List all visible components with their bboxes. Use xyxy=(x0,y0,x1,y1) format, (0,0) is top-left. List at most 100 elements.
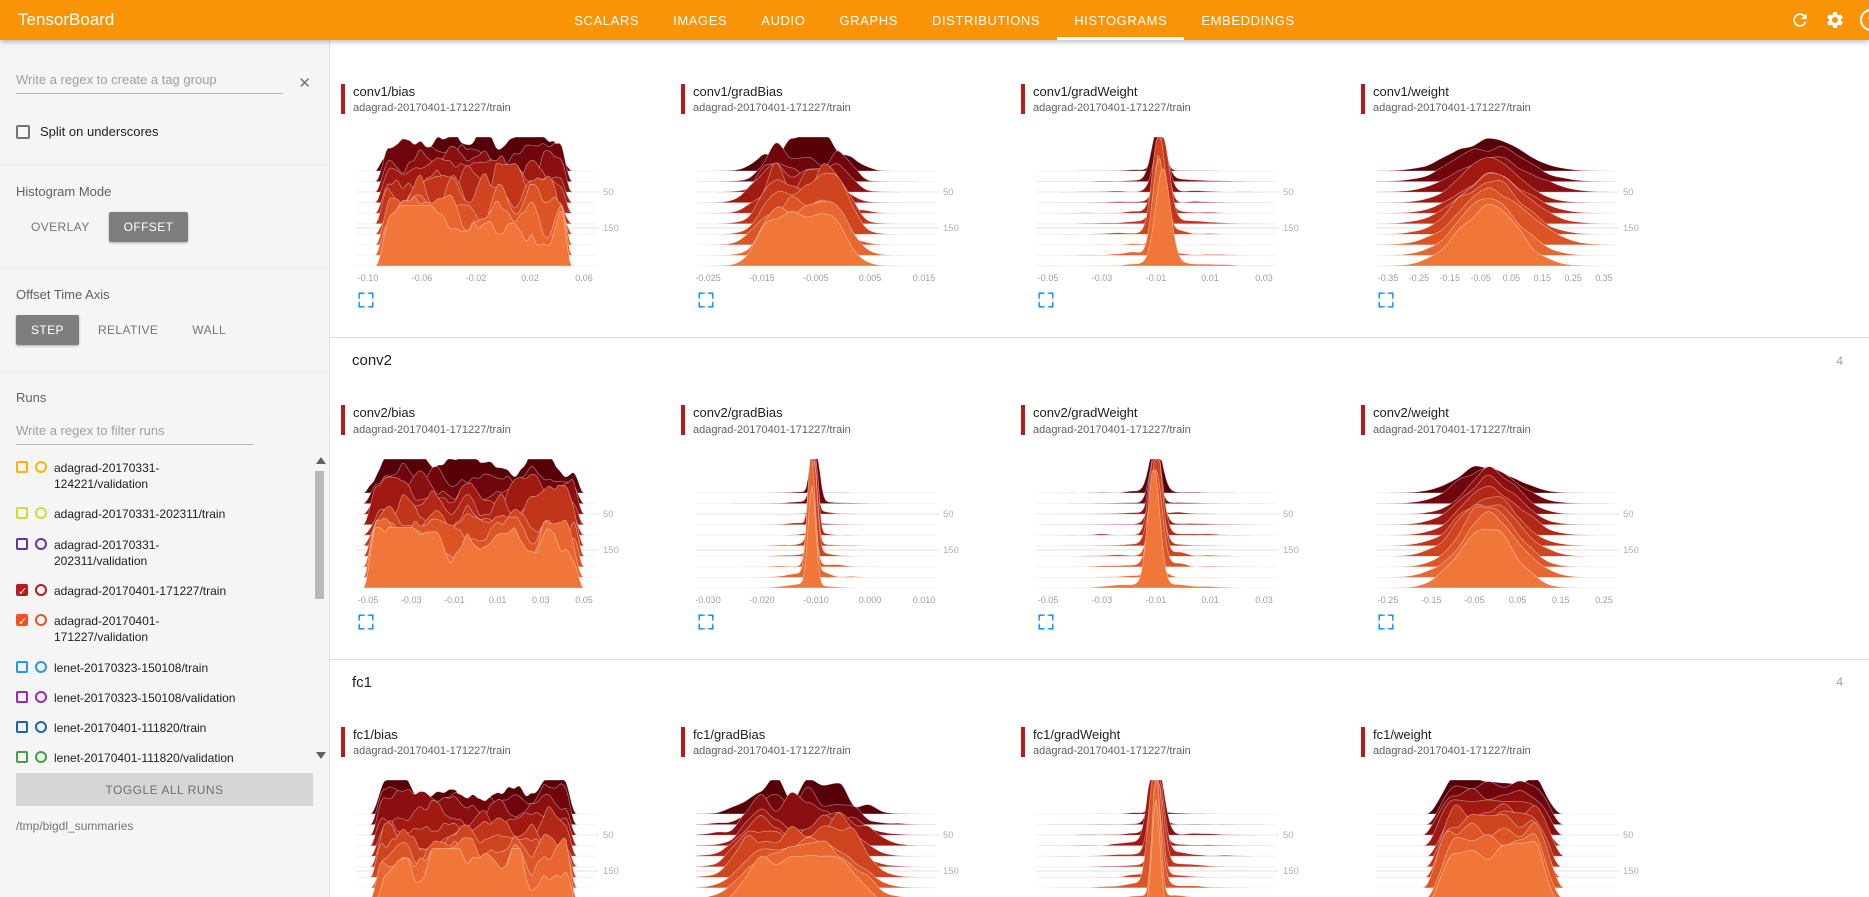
ridgeline-histogram-chart[interactable]: 50 150 xyxy=(696,769,996,897)
close-icon[interactable]: ✕ xyxy=(298,75,311,92)
svg-text:0.010: 0.010 xyxy=(913,595,936,605)
tab-histograms[interactable]: HISTOGRAMS xyxy=(1057,0,1185,40)
run-list-item[interactable]: lenet-20170323-150108/train xyxy=(16,653,268,683)
refresh-icon[interactable] xyxy=(1790,10,1810,30)
svg-text:-0.03: -0.03 xyxy=(1092,595,1113,605)
ridgeline-histogram-chart[interactable]: 50 150 -0.25 -0.15 -0.05 0.05 0.15 0.25 xyxy=(1376,448,1676,612)
run-label: lenet-20170401-111820/train xyxy=(54,720,207,735)
run-list-item[interactable]: adagrad-20170331-202311/train xyxy=(16,499,268,529)
run-label: lenet-20170323-150108/validation xyxy=(54,690,236,705)
run-checkbox[interactable] xyxy=(16,507,28,520)
cards-row: fc1/bias adagrad-20170401-171227/train 5… xyxy=(330,726,1869,897)
section-count: 4 xyxy=(1836,353,1843,368)
run-isolator-radio[interactable] xyxy=(35,751,47,763)
expand-icon[interactable] xyxy=(698,292,714,308)
run-list-item[interactable]: adagrad-20170331-124221/validation xyxy=(16,453,268,499)
run-isolator-radio[interactable] xyxy=(35,614,47,627)
tag-color-bar xyxy=(681,726,685,757)
run-checkbox[interactable] xyxy=(16,537,28,550)
ridgeline-histogram-chart[interactable]: 50 150 xyxy=(356,769,656,897)
run-list-item[interactable]: ✓ adagrad-20170401-171227/train xyxy=(16,576,268,606)
toggle-all-runs-button[interactable]: TOGGLE ALL RUNS xyxy=(16,773,313,806)
split-underscores-checkbox[interactable] xyxy=(16,124,30,139)
scroll-up-icon[interactable] xyxy=(316,457,326,464)
ridgeline-histogram-chart[interactable]: 50 150 -0.05 -0.03 -0.01 0.01 0.03 0.05 xyxy=(356,448,656,612)
run-isolator-radio[interactable] xyxy=(35,507,47,520)
runs-regex-input[interactable] xyxy=(16,417,254,445)
run-isolator-radio[interactable] xyxy=(35,583,47,596)
svg-text:150: 150 xyxy=(943,866,959,877)
histogram-mode-options-overlay[interactable]: OVERLAY xyxy=(31,220,90,234)
ridgeline-histogram-chart[interactable]: 50 150 -0.35 -0.25 -0.15 -0.05 0.05 0.15 0.25 0.3… xyxy=(1376,126,1676,290)
histogram-tag-title: fc1/bias xyxy=(353,726,398,742)
tab-embeddings[interactable]: EMBEDDINGS xyxy=(1201,12,1295,28)
run-isolator-radio[interactable] xyxy=(35,537,47,550)
run-checkbox[interactable]: ✓ xyxy=(16,614,28,629)
run-checkbox[interactable] xyxy=(16,720,28,733)
ridgeline-histogram-chart[interactable]: 50 150 -0.10 -0.06 -0.02 0.02 0.06 xyxy=(356,126,656,290)
offset-axis-options-step[interactable]: STEP xyxy=(16,315,79,345)
scrollbar-thumb[interactable] xyxy=(315,471,324,599)
tab-audio[interactable]: AUDIO xyxy=(761,12,806,28)
histogram-card: conv1/gradBias adagrad-20170401-171227/t… xyxy=(681,84,1021,313)
ridgeline-histogram-chart[interactable]: 50 150 -0.05 -0.03 -0.01 0.01 0.03 xyxy=(1036,126,1336,290)
svg-text:0.01: 0.01 xyxy=(489,595,507,605)
histogram-run-name: adagrad-20170401-171227/train xyxy=(353,744,511,757)
tab-scalars[interactable]: SCALARS xyxy=(574,12,640,28)
ridgeline-histogram-chart[interactable]: 50 150 -0.05 -0.03 -0.01 0.01 0.03 xyxy=(1036,448,1336,612)
run-checkbox[interactable] xyxy=(16,751,28,763)
ridgeline-histogram-chart[interactable]: 50 150 xyxy=(1376,769,1676,897)
run-list-item[interactable]: lenet-20170401-111820/validation xyxy=(16,743,268,763)
settings-gear-icon[interactable] xyxy=(1825,10,1845,30)
run-list-item[interactable]: adagrad-20170331-202311/validation xyxy=(16,530,268,576)
histogram-card: conv1/weight adagrad-20170401-171227/tra… xyxy=(1361,84,1701,313)
svg-text:0.005: 0.005 xyxy=(859,273,882,283)
run-checkbox[interactable] xyxy=(16,461,28,473)
expand-icon[interactable] xyxy=(358,613,374,630)
tab-graphs[interactable]: GRAPHS xyxy=(839,12,898,28)
ridgeline-histogram-chart[interactable]: 50 150 -0.030 -0.020 -0.010 0.000 0.010 xyxy=(696,448,996,612)
run-list-item[interactable]: lenet-20170323-150108/validation xyxy=(16,683,268,713)
histogram-mode-options-offset[interactable]: OFFSET xyxy=(108,212,189,242)
run-isolator-radio[interactable] xyxy=(35,660,47,673)
ridgeline-histogram-chart[interactable]: 50 150 xyxy=(1036,769,1336,897)
ridgeline-histogram-chart[interactable]: 50 150 -0.025 -0.015 -0.005 0.005 0.015 xyxy=(696,126,996,290)
section-count: 4 xyxy=(1836,675,1843,689)
svg-text:-0.010: -0.010 xyxy=(803,595,829,605)
cards-row: conv1/bias adagrad-20170401-171227/train… xyxy=(330,84,1869,313)
run-isolator-radio[interactable] xyxy=(35,720,47,733)
run-list-item[interactable]: lenet-20170401-111820/train xyxy=(16,713,268,743)
offset-axis-options-wall[interactable]: WALL xyxy=(192,323,227,337)
svg-text:50: 50 xyxy=(943,509,954,520)
help-icon[interactable]: ? xyxy=(1860,9,1869,31)
scroll-down-icon[interactable] xyxy=(316,752,326,759)
cards-row: conv2/bias adagrad-20170401-171227/train… xyxy=(330,405,1869,634)
run-isolator-radio[interactable] xyxy=(35,461,47,473)
histogram-tag-title: conv2/gradWeight xyxy=(1033,405,1138,421)
tab-images[interactable]: IMAGES xyxy=(673,12,728,28)
expand-icon[interactable] xyxy=(1378,292,1394,308)
section-title[interactable]: conv2 xyxy=(352,352,393,370)
histogram-mode-options: OVERLAY OFFSET xyxy=(16,212,313,242)
svg-text:150: 150 xyxy=(1623,223,1639,234)
tab-distributions[interactable]: DISTRIBUTIONS xyxy=(931,12,1041,28)
expand-icon[interactable] xyxy=(1038,613,1054,630)
tag-regex-input[interactable] xyxy=(16,66,283,94)
histograms-dashboard: conv1/bias adagrad-20170401-171227/train… xyxy=(330,40,1869,897)
svg-text:50: 50 xyxy=(1623,187,1634,198)
offset-axis-options-relative[interactable]: RELATIVE xyxy=(97,323,159,337)
expand-icon[interactable] xyxy=(358,292,374,308)
run-isolator-radio[interactable] xyxy=(35,690,47,703)
expand-icon[interactable] xyxy=(1378,613,1394,630)
run-list-item[interactable]: ✓ adagrad-20170401-171227/validation xyxy=(16,606,268,652)
run-checkbox[interactable] xyxy=(16,690,28,703)
expand-icon[interactable] xyxy=(698,613,714,630)
run-checkbox[interactable] xyxy=(16,660,28,673)
histogram-run-name: adagrad-20170401-171227/train xyxy=(1033,744,1191,757)
histogram-card: fc1/bias adagrad-20170401-171227/train 5… xyxy=(341,726,681,897)
run-checkbox[interactable]: ✓ xyxy=(16,583,28,598)
runs-label: Runs xyxy=(16,390,47,405)
run-label: adagrad-20170401-171227/train xyxy=(54,583,227,598)
expand-icon[interactable] xyxy=(1038,292,1054,308)
section-title[interactable]: fc1 xyxy=(352,673,373,691)
